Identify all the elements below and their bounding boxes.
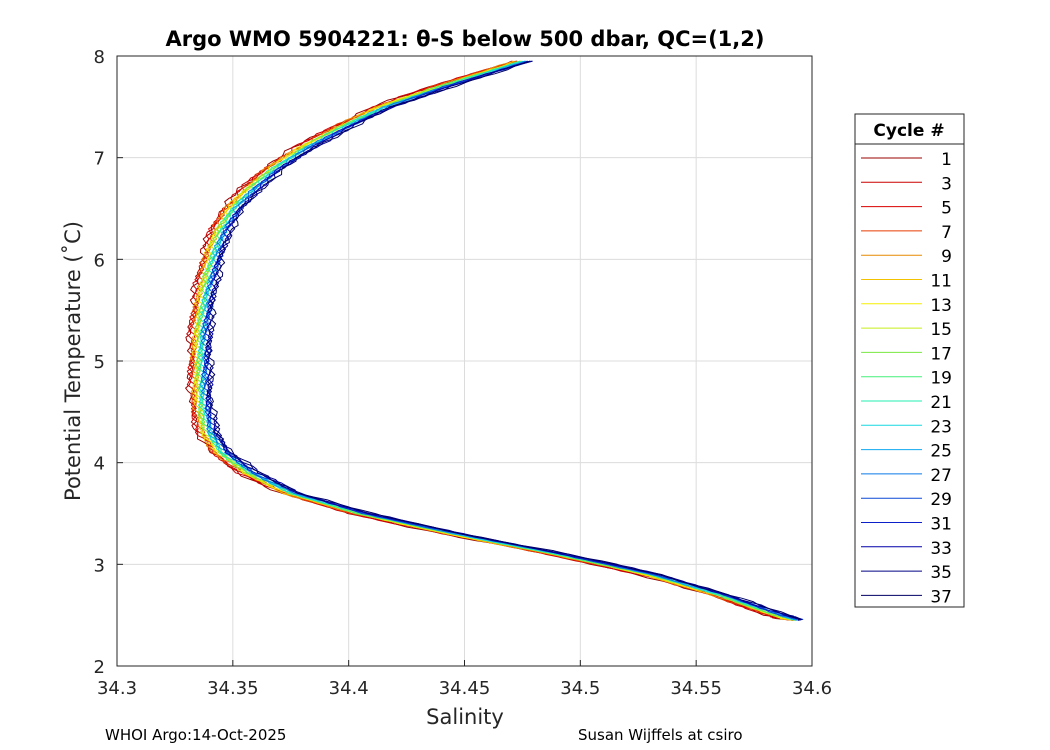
legend-box (854, 113, 965, 608)
legend-label-cycle-5: 5 (941, 199, 952, 219)
x-tick-label: 34.5 (560, 678, 600, 699)
legend-label-cycle-31: 31 (930, 515, 952, 535)
legend-label-cycle-11: 11 (930, 272, 952, 292)
footer-left: WHOI Argo:14-Oct-2025 (105, 726, 286, 744)
y-axis-label: Potential Temperature (˚C) (61, 221, 85, 501)
series-line-cycle-11 (191, 60, 795, 621)
x-axis-label: Salinity (426, 705, 504, 729)
x-tick-label: 34.3 (97, 678, 137, 699)
y-tick-label: 6 (94, 250, 105, 271)
legend-label-cycle-27: 27 (930, 466, 952, 486)
legend-label-cycle-9: 9 (941, 247, 952, 267)
legend-label-cycle-25: 25 (930, 442, 952, 462)
x-tick-label: 34.45 (439, 678, 491, 699)
legend-label-cycle-13: 13 (930, 296, 952, 316)
legend-label-cycle-1: 1 (941, 150, 952, 170)
series-line-cycle-1 (185, 60, 793, 621)
legend-label-cycle-33: 33 (930, 539, 952, 559)
plot-area: 34.3 34.35 34.4 34.45 34.5 34.55 34.6 2 3 4 5 6 7 8 (94, 47, 832, 699)
series-line-cycle-23 (197, 60, 797, 621)
legend-label-cycle-35: 35 (930, 563, 952, 583)
y-tick-label: 8 (94, 47, 105, 68)
legend-label-cycle-23: 23 (930, 417, 952, 437)
series-group (185, 60, 804, 621)
legend-label-cycle-15: 15 (930, 320, 952, 340)
y-tick-label: 2 (94, 657, 105, 678)
legend: Cycle # 13579111315171921232527293133353… (854, 113, 965, 608)
legend-label-cycle-3: 3 (941, 174, 952, 194)
chart-title: Argo WMO 5904221: θ-S below 500 dbar, QC… (166, 27, 765, 51)
footer-right: Susan Wijffels at csiro (578, 726, 743, 744)
x-tick-labels: 34.3 34.35 34.4 34.45 34.5 34.55 34.6 (97, 678, 832, 699)
y-tick-labels: 2 3 4 5 6 7 8 (94, 47, 105, 678)
y-tick-label: 7 (94, 149, 105, 170)
y-tick-label: 4 (94, 454, 105, 475)
legend-title: Cycle # (873, 121, 944, 141)
legend-label-cycle-7: 7 (941, 223, 952, 243)
grid (116, 55, 813, 667)
legend-label-cycle-19: 19 (930, 369, 952, 389)
series-line-cycle-37 (205, 60, 800, 621)
legend-label-cycle-17: 17 (930, 344, 952, 364)
x-tick-label: 34.35 (207, 678, 259, 699)
y-tick-label: 3 (94, 555, 105, 576)
x-tick-label: 34.6 (792, 678, 832, 699)
series-line-cycle-33 (204, 60, 802, 621)
x-tick-label: 34.4 (329, 678, 369, 699)
legend-label-cycle-29: 29 (930, 490, 952, 510)
legend-label-cycle-37: 37 (930, 587, 952, 607)
plot-frame (116, 55, 813, 667)
y-tick-label: 5 (94, 352, 105, 373)
x-tick-label: 34.55 (670, 678, 722, 699)
legend-label-cycle-21: 21 (930, 393, 952, 413)
